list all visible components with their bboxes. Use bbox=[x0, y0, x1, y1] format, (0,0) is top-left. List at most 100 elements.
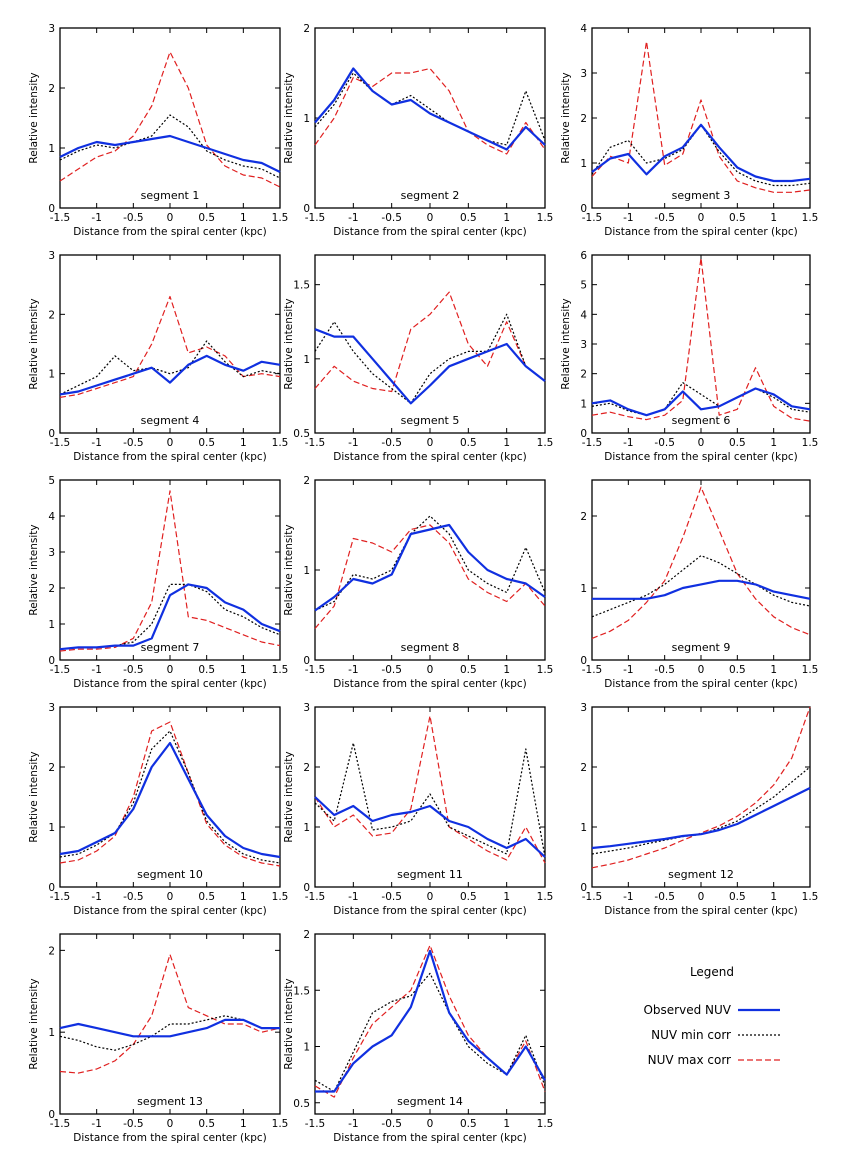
x-tick-label: -1.5 bbox=[305, 1118, 326, 1130]
segment-label: segment 13 bbox=[137, 1095, 203, 1108]
x-tick-label: -0.5 bbox=[381, 891, 402, 903]
y-tick-label: 2 bbox=[580, 511, 587, 523]
series-line-nuv-max-corr bbox=[314, 524, 546, 629]
x-tick-label: -0.5 bbox=[654, 437, 675, 449]
x-tick-label: 1 bbox=[770, 891, 777, 903]
x-tick-label: 0.5 bbox=[460, 212, 477, 224]
series-line-observed-nuv bbox=[314, 67, 546, 151]
x-tick-label: -1.5 bbox=[50, 891, 71, 903]
chart-panel: -1.5 -1 -0.5 0 0.5 1 1.5 0 1 2 Distance from the s… bbox=[28, 933, 288, 1144]
x-axis-label: Distance from the spiral center (kpc) bbox=[73, 451, 266, 463]
y-axis-label: Relative intensity bbox=[283, 524, 295, 615]
x-tick-label: -0.5 bbox=[654, 212, 675, 224]
x-tick-label: 1 bbox=[240, 891, 247, 903]
x-tick-label: 1 bbox=[503, 212, 510, 224]
series-line-nuv-min-corr bbox=[314, 72, 546, 146]
x-tick-label: 1 bbox=[770, 212, 777, 224]
x-tick-label: -1 bbox=[348, 891, 358, 903]
x-tick-label: -1 bbox=[623, 891, 633, 903]
y-tick-label: 0.5 bbox=[293, 1098, 310, 1110]
y-axis-label: Relative intensity bbox=[28, 978, 40, 1069]
y-tick-label: 2 bbox=[48, 309, 55, 321]
series-line-observed-nuv bbox=[314, 523, 546, 612]
x-tick-label: 0 bbox=[427, 1118, 434, 1130]
series-line-nuv-max-corr bbox=[59, 51, 281, 188]
y-tick-label: 3 bbox=[580, 339, 587, 351]
y-axis-label: Relative intensity bbox=[28, 298, 40, 389]
y-tick-label: 1 bbox=[303, 822, 310, 834]
y-tick-label: 3 bbox=[48, 23, 55, 35]
plot-frame bbox=[314, 706, 546, 888]
x-tick-label: -1 bbox=[623, 437, 633, 449]
x-axis-label: Distance from the spiral center (kpc) bbox=[604, 451, 797, 463]
y-tick-label: 4 bbox=[580, 23, 587, 35]
segment-label: segment 7 bbox=[141, 641, 200, 654]
y-tick-label: 3 bbox=[48, 702, 55, 714]
x-tick-label: -1 bbox=[623, 664, 633, 676]
y-tick-label: 0 bbox=[48, 882, 55, 894]
segment-label: segment 12 bbox=[668, 868, 734, 881]
y-axis-label: Relative intensity bbox=[28, 751, 40, 842]
plot-frame bbox=[314, 479, 546, 661]
x-tick-label: 0 bbox=[167, 212, 174, 224]
x-tick-label: -0.5 bbox=[381, 664, 402, 676]
x-tick-label: 1 bbox=[240, 437, 247, 449]
chart-panel: -1.5 -1 -0.5 0 0.5 1 1.5 0.5 1 1.5 Distance from t… bbox=[283, 254, 554, 463]
y-tick-label: 0 bbox=[303, 203, 310, 215]
chart-panel: -1.5 -1 -0.5 0 0.5 1 1.5 0 1 2 Distance from the s… bbox=[283, 23, 553, 238]
x-tick-label: 0.5 bbox=[729, 212, 746, 224]
series-line-observed-nuv bbox=[591, 787, 811, 850]
plot-frame bbox=[314, 254, 546, 434]
x-axis-label: Distance from the spiral center (kpc) bbox=[333, 905, 526, 917]
x-tick-label: 0.5 bbox=[198, 891, 215, 903]
y-axis-label: Relative intensity bbox=[283, 72, 295, 163]
x-tick-label: -1 bbox=[91, 437, 101, 449]
x-tick-label: -0.5 bbox=[123, 212, 144, 224]
y-tick-label: 0 bbox=[580, 882, 587, 894]
chart-panel: -1.5 -1 -0.5 0 0.5 1 1.5 0 1 2 3 Distance from the … bbox=[28, 702, 288, 917]
x-tick-label: 1.5 bbox=[537, 437, 554, 449]
x-tick-label: 1 bbox=[240, 664, 247, 676]
series-line-nuv-max-corr bbox=[591, 486, 811, 639]
y-tick-label: 0.5 bbox=[293, 428, 310, 440]
y-axis-label: Relative intensity bbox=[28, 72, 40, 163]
chart-panel: -1.5 -1 -0.5 0 0.5 1 1.5 0 1 2 Distance from the s… bbox=[283, 475, 553, 690]
x-axis-label: Distance from the spiral center (kpc) bbox=[73, 1132, 266, 1144]
x-tick-label: 0.5 bbox=[198, 212, 215, 224]
x-tick-label: 0 bbox=[167, 1118, 174, 1130]
x-axis-label: Distance from the spiral center (kpc) bbox=[604, 678, 797, 690]
y-axis-label: Relative intensity bbox=[283, 751, 295, 842]
y-tick-label: 2 bbox=[580, 762, 587, 774]
series-line-nuv-min-corr bbox=[59, 730, 281, 864]
y-tick-label: 2 bbox=[303, 475, 310, 487]
x-tick-label: -1.5 bbox=[582, 212, 603, 224]
y-tick-label: 2 bbox=[580, 113, 587, 125]
x-tick-label: 1 bbox=[503, 891, 510, 903]
x-axis-label: Distance from the spiral center (kpc) bbox=[73, 226, 266, 238]
x-tick-label: 0 bbox=[167, 437, 174, 449]
x-tick-label: -1.5 bbox=[305, 891, 326, 903]
x-tick-label: 0.5 bbox=[198, 1118, 215, 1130]
y-tick-label: 5 bbox=[580, 280, 587, 292]
x-tick-label: 1.5 bbox=[802, 437, 819, 449]
y-tick-label: 0 bbox=[48, 1109, 55, 1121]
x-tick-label: -1 bbox=[348, 664, 358, 676]
x-tick-label: 1 bbox=[770, 664, 777, 676]
y-tick-label: 1 bbox=[48, 369, 55, 381]
segment-label: segment 11 bbox=[397, 868, 463, 881]
y-tick-label: 1 bbox=[48, 1027, 55, 1039]
series-line-nuv-max-corr bbox=[591, 706, 811, 869]
x-tick-label: -0.5 bbox=[381, 437, 402, 449]
series-line-nuv-max-corr bbox=[59, 721, 281, 867]
y-tick-label: 1 bbox=[303, 565, 310, 577]
x-tick-label: 1 bbox=[770, 437, 777, 449]
x-tick-label: 0 bbox=[167, 664, 174, 676]
y-tick-label: 4 bbox=[48, 511, 55, 523]
x-tick-label: 0 bbox=[698, 212, 705, 224]
chart-panel: -1.5 -1 -0.5 0 0.5 1 1.5 0 1 2 3 Distance from the … bbox=[28, 250, 288, 463]
y-tick-label: 1 bbox=[303, 354, 310, 366]
y-tick-label: 3 bbox=[580, 68, 587, 80]
x-tick-label: -0.5 bbox=[123, 1118, 144, 1130]
x-tick-label: 0 bbox=[698, 437, 705, 449]
series-line-nuv-max-corr bbox=[591, 40, 811, 193]
